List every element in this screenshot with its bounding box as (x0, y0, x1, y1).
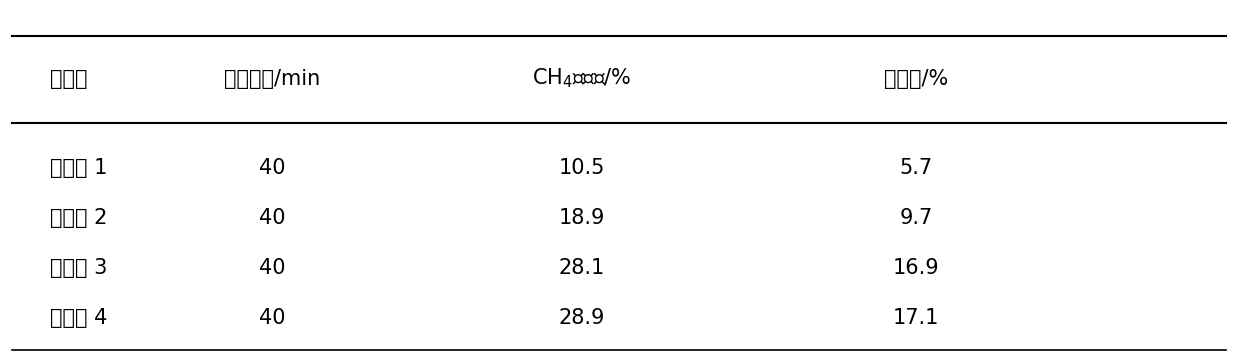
Text: 10.5: 10.5 (558, 158, 605, 178)
Text: 5.7: 5.7 (900, 158, 932, 178)
Text: 40: 40 (259, 158, 286, 178)
Text: 实施例 4: 实施例 4 (50, 308, 106, 328)
Text: 9.7: 9.7 (900, 208, 932, 228)
Text: 催化剂: 催化剂 (50, 69, 87, 89)
Text: 反应时间/min: 反应时间/min (224, 69, 321, 89)
Text: 16.9: 16.9 (893, 258, 940, 278)
Text: 28.1: 28.1 (558, 258, 605, 278)
Text: 实施例 2: 实施例 2 (50, 208, 106, 228)
Text: 18.9: 18.9 (558, 208, 605, 228)
Text: 实施例 3: 实施例 3 (50, 258, 106, 278)
Text: 实施例 1: 实施例 1 (50, 158, 106, 178)
Text: 40: 40 (259, 208, 286, 228)
Text: 28.9: 28.9 (558, 308, 605, 328)
Text: 40: 40 (259, 308, 286, 328)
Text: 17.1: 17.1 (893, 308, 940, 328)
Text: CH$_4$转化率/%: CH$_4$转化率/% (532, 67, 631, 90)
Text: 40: 40 (259, 258, 286, 278)
Text: 苯收率/%: 苯收率/% (884, 69, 948, 89)
